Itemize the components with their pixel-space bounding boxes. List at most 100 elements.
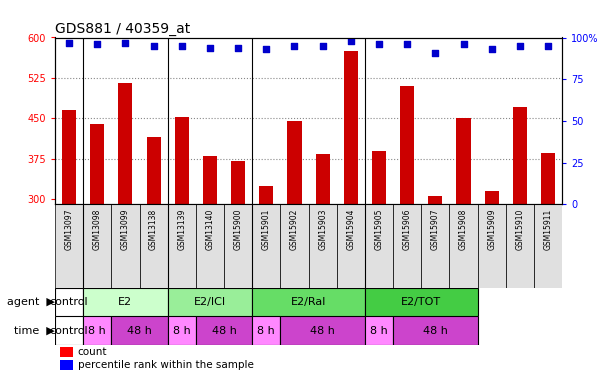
Bar [393,204,421,288]
Point [346,38,356,44]
Text: GSM15906: GSM15906 [403,209,412,250]
Text: GSM15904: GSM15904 [346,209,356,250]
Point [430,50,440,55]
Text: time  ▶: time ▶ [14,326,55,336]
Text: percentile rank within the sample: percentile rank within the sample [78,360,254,370]
Point [233,45,243,51]
Text: GSM13139: GSM13139 [177,209,186,250]
Text: GSM13097: GSM13097 [65,209,73,250]
Bar [203,156,217,204]
Text: GSM15903: GSM15903 [318,209,327,250]
Text: GSM15905: GSM15905 [375,209,384,250]
Bar [55,204,83,288]
Point [487,46,497,52]
Text: GSM15907: GSM15907 [431,209,440,250]
Bar [280,316,365,345]
Bar [147,137,161,204]
Bar [344,51,358,204]
Text: E2/TOT: E2/TOT [401,297,441,307]
Bar [252,204,280,288]
Bar [62,110,76,204]
Text: GSM15909: GSM15909 [487,209,496,250]
Bar [365,204,393,288]
Point [148,43,158,49]
Text: agent  ▶: agent ▶ [7,297,55,307]
Bar [60,360,73,370]
Bar [167,316,196,345]
Bar [83,316,111,345]
Text: E2: E2 [119,297,133,307]
Point [318,43,327,49]
Bar [337,204,365,288]
Bar [513,108,527,204]
Bar [231,161,245,204]
Text: E2/Ral: E2/Ral [291,297,326,307]
Text: GSM13138: GSM13138 [149,209,158,250]
Text: 48 h: 48 h [211,326,236,336]
Bar [309,204,337,288]
Bar [365,316,393,345]
Text: 8 h: 8 h [257,326,275,336]
Point [543,43,553,49]
Bar [534,204,562,288]
Bar [478,204,506,288]
Point [177,43,187,49]
Text: E2/ICI: E2/ICI [194,297,226,307]
Bar [175,117,189,204]
Text: GDS881 / 40359_at: GDS881 / 40359_at [55,22,190,36]
Bar [55,316,83,345]
Text: GSM15902: GSM15902 [290,209,299,250]
Point [459,41,469,47]
Bar [541,153,555,204]
Bar [60,347,73,357]
Bar [90,124,104,204]
Bar [119,83,133,204]
Point [402,41,412,47]
Bar [55,288,83,316]
Point [515,43,525,49]
Bar [111,204,139,288]
Bar [393,316,478,345]
Point [290,43,299,49]
Point [205,45,215,51]
Bar [167,288,252,316]
Bar [372,150,386,204]
Text: GSM13099: GSM13099 [121,209,130,250]
Bar [252,288,365,316]
Bar [83,204,111,288]
Text: GSM15901: GSM15901 [262,209,271,250]
Text: 8 h: 8 h [89,326,106,336]
Bar [259,186,273,204]
Bar [111,316,167,345]
Bar [252,316,280,345]
Bar [139,204,167,288]
Text: count: count [78,347,108,357]
Bar [421,204,450,288]
Bar [365,288,478,316]
Bar [224,204,252,288]
Bar [485,191,499,204]
Bar [400,86,414,204]
Bar [450,204,478,288]
Text: GSM15900: GSM15900 [233,209,243,250]
Text: GSM15911: GSM15911 [544,209,552,250]
Bar [280,204,309,288]
Text: 8 h: 8 h [173,326,191,336]
Text: 48 h: 48 h [310,326,335,336]
Point [262,46,271,52]
Bar [316,154,330,204]
Bar [287,121,301,204]
Bar [83,288,167,316]
Point [64,39,74,45]
Text: GSM13140: GSM13140 [205,209,214,250]
Point [120,39,130,45]
Text: control: control [49,297,89,307]
Point [374,41,384,47]
Bar [428,196,442,204]
Bar [456,118,470,204]
Text: 48 h: 48 h [423,326,448,336]
Text: 8 h: 8 h [370,326,388,336]
Point [92,41,102,47]
Bar [196,316,252,345]
Text: GSM15908: GSM15908 [459,209,468,250]
